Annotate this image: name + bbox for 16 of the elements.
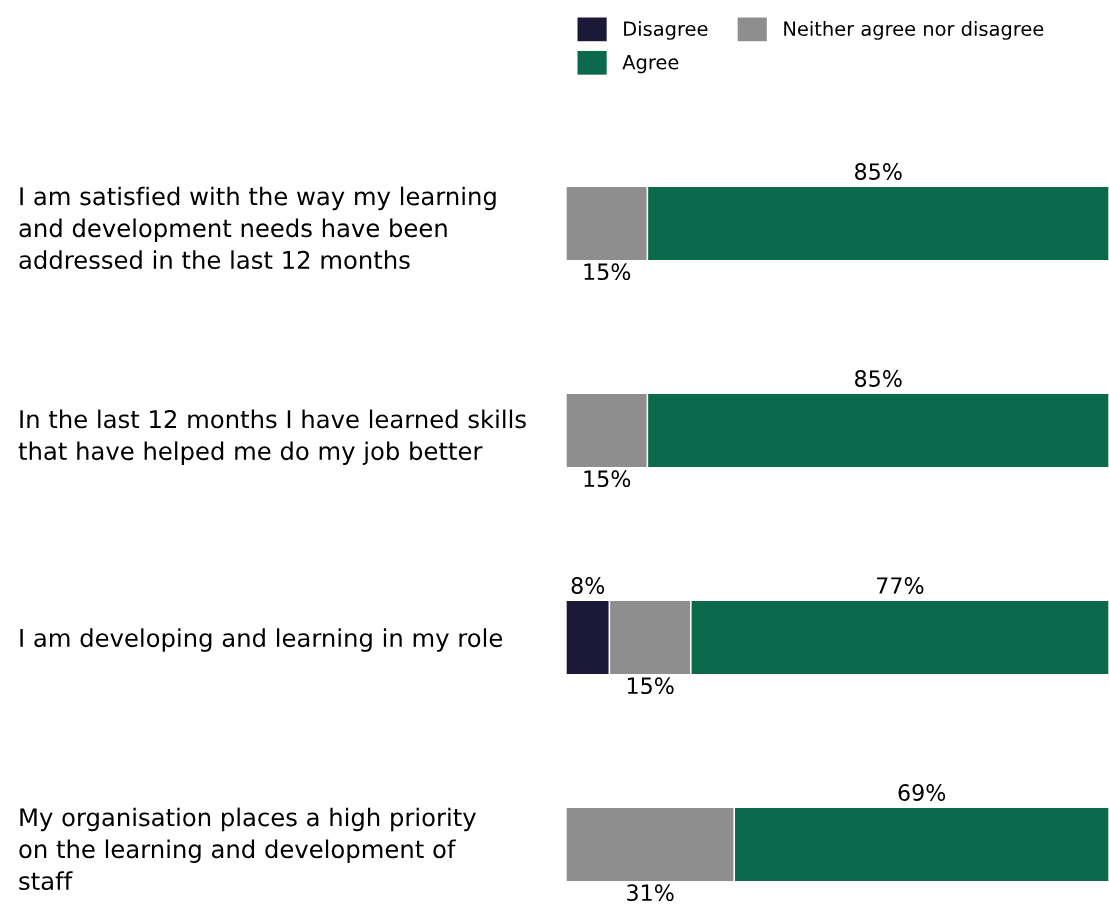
data-label: 15% [627,677,674,695]
legend-label: Neither agree nor disagree [784,21,1044,40]
data-label: 69% [898,784,946,801]
data-label: 77% [877,577,924,594]
y-tick-label: I am developing and learning in my role [20,628,503,652]
data-label: 15% [584,263,631,281]
legend-label: Disagree [624,21,708,40]
y-tick-label: In the last 12 months I have learned skills that have helped me do my job better [18,409,526,465]
data-label: 31% [627,884,674,902]
y-tick-label: I am satisfied with the way my learning and development needs have been addressed in the last 12 months [19,186,496,270]
data-label: 85% [855,163,902,180]
data-label: 8% [571,577,605,594]
data-label: 85% [855,370,902,387]
legend-label: Agree [622,55,679,74]
y-tick-label: My organisation places a high priority on the learning and development of staff [19,807,476,891]
data-label: 15% [584,470,631,488]
